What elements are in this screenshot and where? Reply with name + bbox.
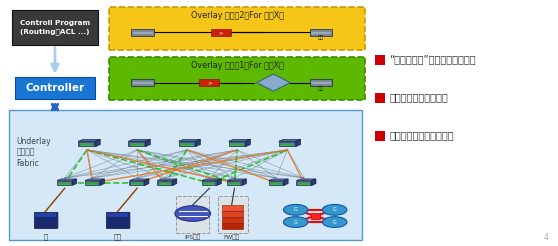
- Text: 目的: 目的: [318, 35, 324, 40]
- Bar: [109, 57, 365, 100]
- Polygon shape: [229, 139, 251, 141]
- FancyBboxPatch shape: [311, 213, 320, 219]
- FancyBboxPatch shape: [157, 181, 172, 185]
- Text: FW设备: FW设备: [224, 234, 240, 240]
- Polygon shape: [246, 139, 251, 146]
- Text: G: G: [294, 220, 297, 225]
- Bar: [199, 79, 219, 86]
- Bar: [107, 213, 128, 217]
- Circle shape: [283, 204, 308, 215]
- Circle shape: [323, 204, 347, 215]
- Circle shape: [323, 217, 347, 228]
- FancyBboxPatch shape: [279, 141, 296, 146]
- Bar: [375, 93, 385, 103]
- Polygon shape: [128, 139, 150, 141]
- Polygon shape: [129, 179, 149, 181]
- Polygon shape: [312, 179, 316, 185]
- Text: 源: 源: [43, 233, 47, 240]
- Bar: [222, 211, 243, 217]
- FancyBboxPatch shape: [310, 29, 332, 36]
- Text: >: >: [207, 80, 211, 85]
- Bar: [33, 212, 57, 228]
- FancyBboxPatch shape: [229, 141, 246, 146]
- Polygon shape: [196, 139, 200, 146]
- Polygon shape: [217, 179, 222, 185]
- Polygon shape: [279, 139, 301, 141]
- Polygon shape: [296, 139, 301, 146]
- Polygon shape: [73, 179, 76, 185]
- Polygon shape: [57, 179, 76, 181]
- Bar: [12, 11, 98, 45]
- Text: Underlay
物理网络
Fabric: Underlay 物理网络 Fabric: [16, 137, 51, 168]
- Text: Controller: Controller: [26, 82, 84, 92]
- Text: 目的: 目的: [318, 86, 324, 91]
- Text: >: >: [218, 30, 223, 35]
- Polygon shape: [172, 179, 177, 185]
- Polygon shape: [85, 179, 104, 181]
- Polygon shape: [227, 179, 247, 181]
- Polygon shape: [242, 179, 247, 185]
- Text: 目的: 目的: [114, 233, 122, 240]
- Text: Controll Program
(Routing，ACL ...): Controll Program (Routing，ACL ...): [20, 20, 90, 35]
- Bar: [375, 131, 385, 141]
- Bar: [222, 217, 243, 223]
- Bar: [218, 196, 248, 233]
- FancyBboxPatch shape: [128, 141, 146, 146]
- Polygon shape: [146, 139, 150, 146]
- Bar: [35, 212, 59, 228]
- Circle shape: [175, 206, 210, 221]
- FancyBboxPatch shape: [179, 141, 196, 146]
- Text: G: G: [294, 207, 297, 212]
- Text: G: G: [333, 207, 336, 212]
- FancyBboxPatch shape: [201, 181, 217, 185]
- Polygon shape: [268, 179, 288, 181]
- Bar: [109, 7, 365, 50]
- Polygon shape: [145, 179, 149, 185]
- Text: 网络资源化与拓扑无关: 网络资源化与拓扑无关: [389, 92, 448, 102]
- Polygon shape: [100, 179, 104, 185]
- Polygon shape: [257, 74, 290, 91]
- Bar: [15, 77, 95, 99]
- Polygon shape: [157, 179, 177, 181]
- FancyBboxPatch shape: [268, 181, 284, 185]
- FancyBboxPatch shape: [310, 79, 332, 86]
- FancyBboxPatch shape: [227, 181, 242, 185]
- FancyBboxPatch shape: [78, 141, 95, 146]
- Text: Overlay 逆缓网2（For 租户X）: Overlay 逆缓网2（For 租户X）: [191, 11, 284, 20]
- Text: 可实现构建统一的安全池: 可实现构建统一的安全池: [389, 130, 454, 140]
- Bar: [375, 56, 385, 65]
- Polygon shape: [78, 139, 100, 141]
- Bar: [35, 213, 56, 217]
- Text: 4: 4: [544, 233, 549, 242]
- Bar: [222, 205, 243, 211]
- Text: Overlay 逆缓网1（For 租户X）: Overlay 逆缓网1（For 租户X）: [191, 61, 283, 70]
- Polygon shape: [95, 139, 100, 146]
- FancyBboxPatch shape: [296, 181, 312, 185]
- Bar: [106, 212, 129, 228]
- Bar: [222, 223, 243, 230]
- Polygon shape: [284, 179, 288, 185]
- FancyBboxPatch shape: [57, 181, 73, 185]
- FancyBboxPatch shape: [85, 181, 100, 185]
- Polygon shape: [296, 179, 316, 181]
- Circle shape: [283, 217, 308, 228]
- Text: G: G: [333, 220, 336, 225]
- FancyBboxPatch shape: [132, 79, 154, 86]
- Polygon shape: [179, 139, 200, 141]
- Bar: [176, 196, 209, 233]
- FancyBboxPatch shape: [129, 181, 145, 185]
- Text: IPS设备: IPS设备: [185, 234, 201, 240]
- FancyBboxPatch shape: [132, 29, 154, 36]
- Text: “安全服务链”实现流量路径规划: “安全服务链”实现流量路径规划: [389, 54, 476, 64]
- Bar: [9, 109, 363, 240]
- Polygon shape: [201, 179, 222, 181]
- Bar: [108, 212, 131, 228]
- Bar: [210, 29, 230, 36]
